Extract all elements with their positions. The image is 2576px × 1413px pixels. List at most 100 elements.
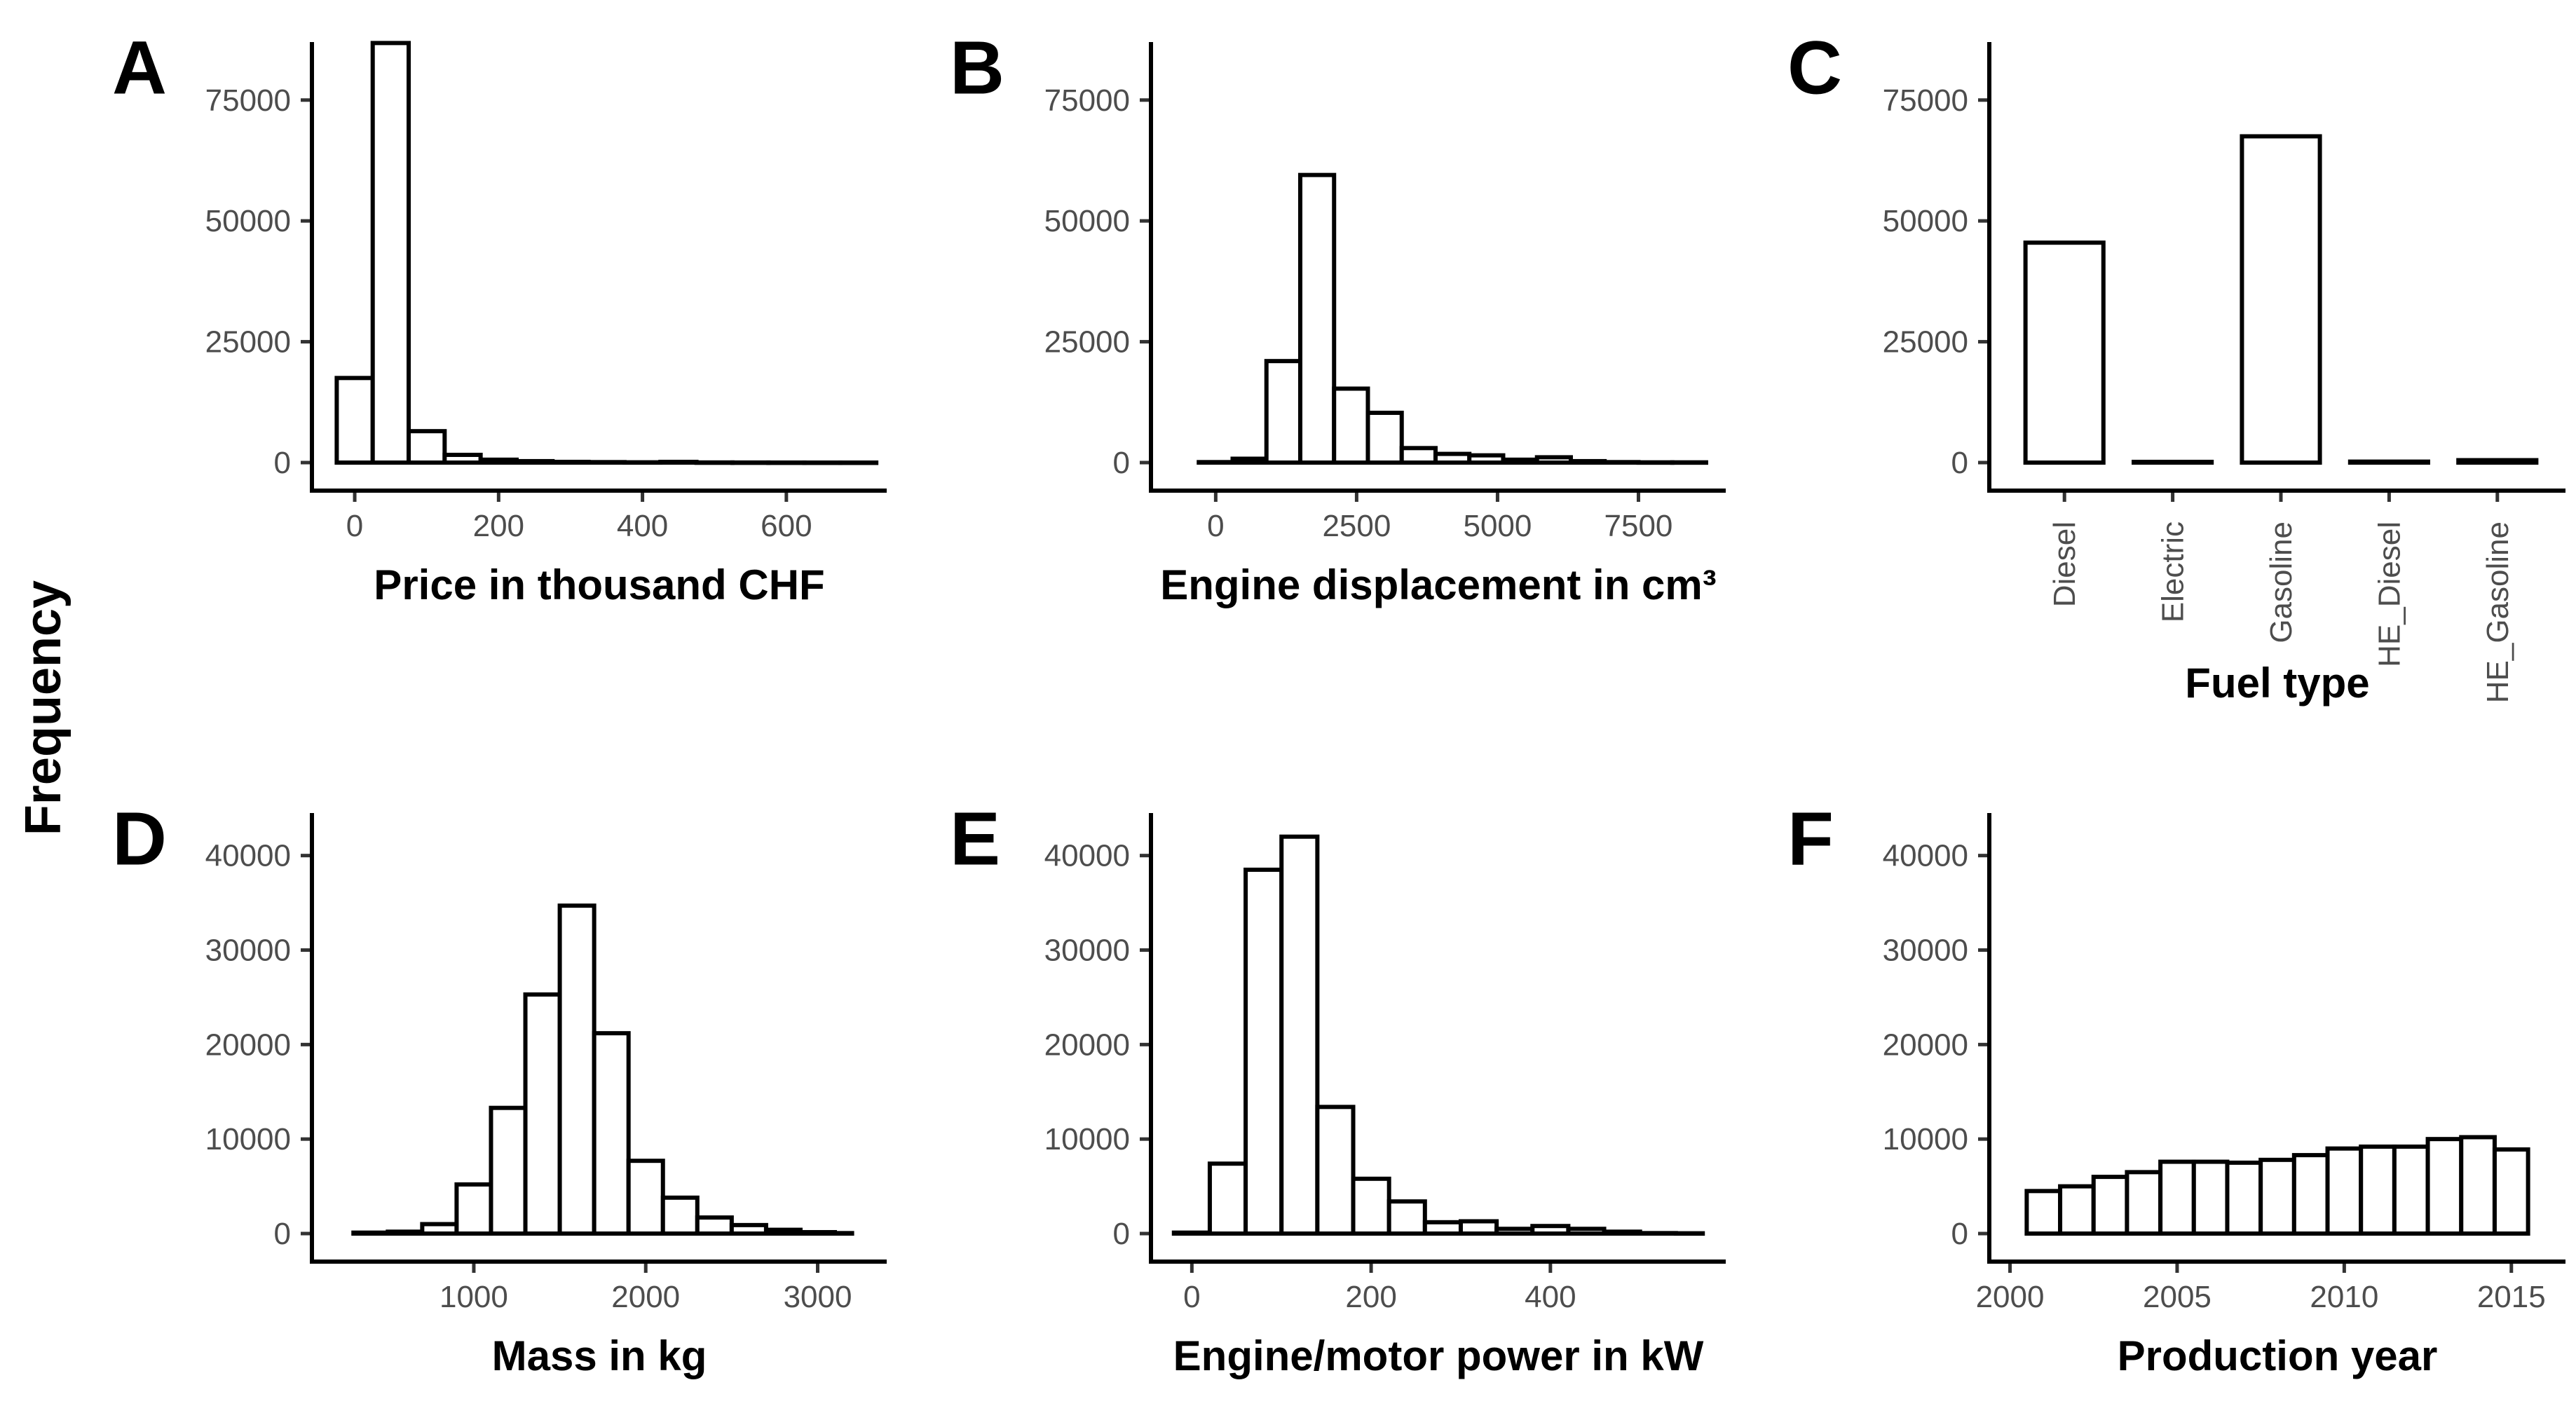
x-tick-label: 2000: [611, 1280, 680, 1314]
x-axis-label: Mass in kg: [492, 1332, 707, 1379]
histogram-bar: [660, 1195, 700, 1236]
histogram-bar: [1386, 1199, 1427, 1236]
histogram-bar: [557, 903, 597, 1236]
y-tick-label: 30000: [1044, 934, 1130, 968]
x-tick-label: 0: [1207, 509, 1224, 543]
histogram-bar: [658, 459, 699, 465]
y-tick-label: 50000: [1883, 204, 1968, 238]
x-axis-label: Price in thousand CHF: [374, 561, 824, 608]
histogram-bar: [1197, 460, 1235, 465]
axes: [1987, 813, 2565, 1264]
x-tick-label: 200: [1345, 1280, 1396, 1314]
histogram-bar: [478, 457, 519, 465]
axes: [310, 42, 887, 493]
panel-b: B 0 25000 50000 75000 0 2500 5000 7500 Engine dis…: [950, 25, 1726, 608]
y-tick-label: 20000: [1883, 1028, 1968, 1062]
x-tick-label: Gasoline: [2264, 521, 2298, 643]
histogram-bar: [1501, 457, 1539, 465]
axes: [310, 813, 887, 1264]
histogram-bar: [2058, 1184, 2096, 1236]
histogram-bar: [2291, 1153, 2330, 1236]
histogram-bar: [1332, 386, 1370, 465]
y-axis-label: Frequency: [15, 580, 71, 835]
x-tick-label: 0: [346, 509, 363, 543]
histogram-bar: [1458, 1219, 1499, 1236]
bar-electric: [2132, 459, 2214, 465]
panel-label: B: [950, 25, 1004, 110]
histogram-bar: [420, 1222, 459, 1236]
x-tick-label: 2010: [2310, 1280, 2378, 1314]
bar-he-diesel: [2347, 459, 2430, 465]
x-tick-label: 2000: [1976, 1280, 2045, 1314]
y-tick-label: 75000: [1883, 83, 1968, 118]
histogram-bar: [2024, 1189, 2063, 1236]
histogram-bar: [798, 1229, 838, 1236]
x-tick-label: 0: [1183, 1280, 1200, 1314]
histogram-bar: [550, 459, 591, 465]
x-tick-label: 2015: [2477, 1280, 2546, 1314]
x-axis-label: Engine displacement in cm³: [1160, 561, 1717, 608]
histogram-bar: [1243, 867, 1284, 1236]
y-tick-label: 25000: [205, 325, 291, 360]
y-tick-label: 0: [274, 1217, 291, 1251]
x-axis-label: Engine/motor power in kW: [1173, 1332, 1704, 1379]
x-tick-label: 3000: [784, 1280, 852, 1314]
histogram-bar: [2392, 1144, 2430, 1236]
histogram-bar: [586, 460, 627, 465]
histogram-bar: [523, 992, 562, 1236]
x-tick-label: Diesel: [2047, 521, 2082, 607]
y-tick-label: 0: [274, 446, 291, 480]
x-tick-label: 5000: [1463, 509, 1532, 543]
y-tick-label: 25000: [1883, 325, 1968, 360]
panel-a: A 0 25000 50000 75000 0 200 400 600 Price in thou…: [112, 25, 887, 608]
histogram-bar: [386, 1229, 425, 1236]
histogram-bar: [1171, 1230, 1212, 1236]
y-tick-label: 10000: [1883, 1122, 1968, 1156]
bar-he-gasoline: [2456, 458, 2539, 465]
x-axis-label: Production year: [2118, 1332, 2438, 1379]
histogram-bar: [370, 41, 411, 465]
y-tick-label: 20000: [205, 1028, 291, 1062]
x-tick-label: 2500: [1322, 509, 1391, 543]
histogram-bar: [454, 1182, 493, 1236]
x-tick-label: 7500: [1604, 509, 1673, 543]
histogram-bar: [1530, 1224, 1571, 1236]
histogram-bar: [1315, 1105, 1356, 1236]
histogram-bar: [2191, 1159, 2230, 1236]
histogram-bar: [695, 1215, 734, 1236]
panel-label: C: [1787, 25, 1842, 110]
panel-label: F: [1787, 796, 1834, 881]
histogram-bar: [1422, 1220, 1463, 1236]
panel-label: A: [112, 25, 167, 110]
histogram-bar: [351, 1230, 390, 1236]
y-tick-label: 0: [1113, 1217, 1130, 1251]
panel-label: D: [112, 796, 167, 881]
x-tick-label: 200: [473, 509, 524, 543]
histogram-bar: [442, 452, 483, 465]
x-tick-label: HE_Diesel: [2372, 521, 2406, 667]
x-axis-label: Fuel type: [2185, 660, 2369, 706]
histogram-bar: [2158, 1159, 2196, 1236]
histogram-bar: [1297, 172, 1337, 465]
histogram-bar: [1399, 446, 1438, 465]
histogram-bar: [514, 458, 555, 465]
histogram-bar: [2492, 1147, 2530, 1236]
histogram-bar: [833, 1231, 854, 1236]
y-tick-label: 75000: [205, 83, 291, 118]
histogram-bar: [2325, 1146, 2364, 1236]
histogram-bar: [2359, 1144, 2397, 1236]
histogram-bar: [1207, 1161, 1248, 1236]
axes: [1149, 42, 1726, 493]
histogram-bar: [489, 1105, 528, 1236]
axes: [1987, 42, 2565, 493]
histogram-bar: [1566, 1227, 1607, 1236]
y-tick-label: 40000: [205, 839, 291, 873]
y-tick-label: 75000: [1044, 83, 1130, 118]
histogram-bar: [1602, 1229, 1642, 1236]
y-tick-label: 10000: [205, 1122, 291, 1156]
histogram-bar: [2091, 1175, 2129, 1236]
histogram-bar: [626, 1159, 665, 1236]
panel-label: E: [950, 796, 1000, 881]
